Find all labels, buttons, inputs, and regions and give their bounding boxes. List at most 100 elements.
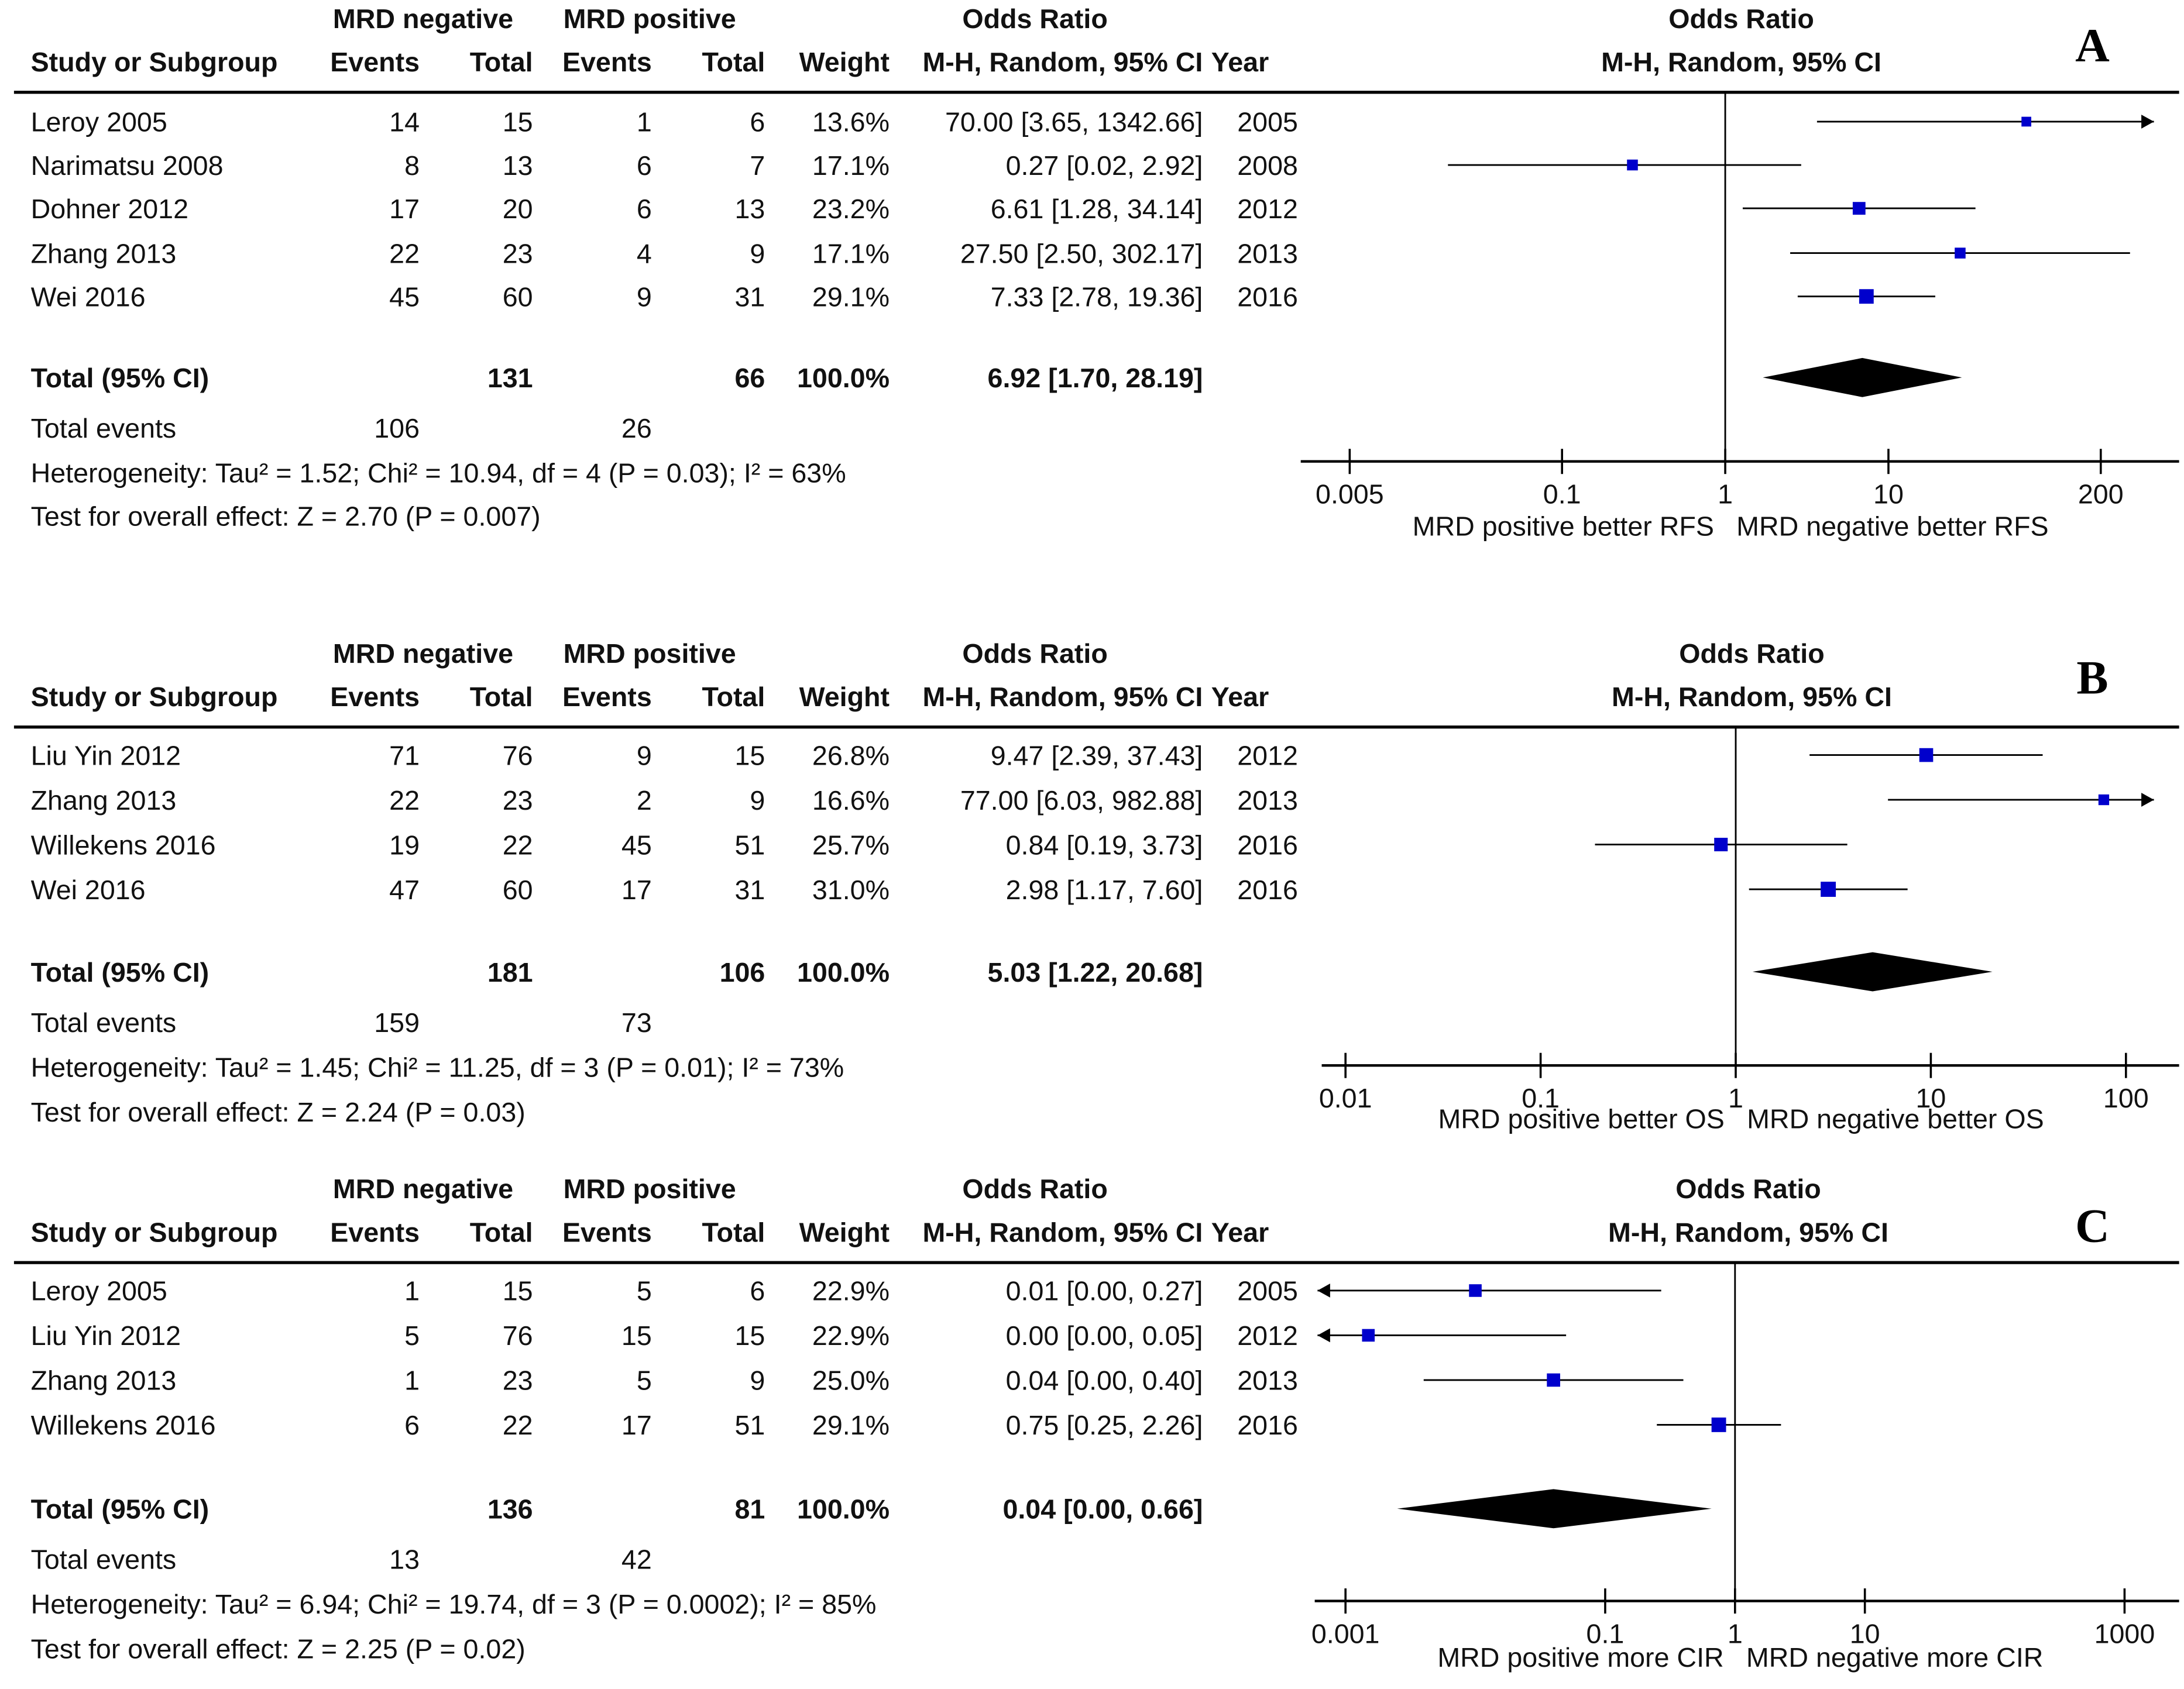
x-axis-tick-label: 1000 <box>2094 1618 2155 1649</box>
pooled-estimate-diamond <box>1397 1489 1712 1529</box>
total-group2: 31 <box>735 281 765 312</box>
x-axis-tick-label: 1 <box>1728 1083 1743 1113</box>
panel-letter: C <box>2075 1199 2110 1252</box>
study-name: Liu Yin 2012 <box>31 1320 181 1351</box>
study-odds-ratio-ci: 0.04 [0.00, 0.40] <box>1006 1365 1203 1396</box>
total-group1: 23 <box>503 785 533 816</box>
total-events-label: Total events <box>31 1007 177 1038</box>
events2-header: Events <box>562 47 652 77</box>
odds-ratio-header: Odds Ratio <box>962 1174 1108 1204</box>
study-point-estimate <box>1919 748 1934 762</box>
study-name: Wei 2016 <box>31 875 146 905</box>
ci-arrow-right <box>2141 114 2154 129</box>
study-year: 2016 <box>1237 875 1298 905</box>
total-group1: 15 <box>503 1276 533 1306</box>
total-odds-ratio-ci: 6.92 [1.70, 28.19] <box>988 363 1203 393</box>
year-header: Year <box>1211 682 1269 712</box>
study-name: Willekens 2016 <box>31 830 216 860</box>
total-group2: 15 <box>735 740 765 770</box>
study-name: Dohner 2012 <box>31 194 188 224</box>
x-axis-tick-label: 1 <box>1728 1618 1743 1649</box>
study-odds-ratio-ci: 0.27 [0.02, 2.92] <box>1006 150 1203 181</box>
events-group1: 45 <box>389 281 420 312</box>
total2-header: Total <box>702 1217 765 1247</box>
study-name: Liu Yin 2012 <box>31 740 181 770</box>
events-group1: 1 <box>404 1365 420 1396</box>
total-group1: 23 <box>503 238 533 269</box>
events-group1: 8 <box>404 150 420 181</box>
x-axis-tick-label: 0.01 <box>1319 1083 1372 1113</box>
events-group1: 17 <box>389 194 420 224</box>
group2-header: MRD positive <box>564 638 736 669</box>
study-point-estimate <box>1711 1417 1726 1432</box>
study-name: Narimatsu 2008 <box>31 150 224 181</box>
pooled-estimate-diamond <box>1752 952 1993 992</box>
study-year: 2016 <box>1237 281 1298 312</box>
heterogeneity-stats: Heterogeneity: Tau² = 1.45; Chi² = 11.25… <box>31 1052 844 1082</box>
total-label: Total (95% CI) <box>31 957 210 988</box>
plot-ci-header: M-H, Random, 95% CI <box>1608 1217 1888 1247</box>
study-odds-ratio-ci: 2.98 [1.17, 7.60] <box>1006 875 1203 905</box>
total-group1: 60 <box>503 281 533 312</box>
ci-header: M-H, Random, 95% CI <box>922 1217 1203 1247</box>
ci-arrow-left <box>1317 1328 1330 1343</box>
group2-header: MRD positive <box>564 1174 736 1204</box>
events1-header: Events <box>330 47 420 77</box>
events1-header: Events <box>330 1217 420 1247</box>
total-events-group1: 13 <box>389 1544 420 1575</box>
total-group1: 76 <box>503 740 533 770</box>
events-group2: 1 <box>637 107 652 137</box>
total-group2: 7 <box>750 150 765 181</box>
study-point-estimate <box>1362 1329 1375 1342</box>
ci-header: M-H, Random, 95% CI <box>922 47 1203 77</box>
study-odds-ratio-ci: 27.50 [2.50, 302.17] <box>960 238 1203 269</box>
events-group1: 1 <box>404 1276 420 1306</box>
x-axis-tick-label: 0.1 <box>1587 1618 1625 1649</box>
study-name: Wei 2016 <box>31 281 146 312</box>
total-label: Total (95% CI) <box>31 363 210 393</box>
total-weight: 100.0% <box>797 1494 890 1525</box>
study-point-estimate <box>2098 794 2110 806</box>
total-group2: 9 <box>750 238 765 269</box>
study-weight: 29.1% <box>812 281 890 312</box>
study-odds-ratio-ci: 0.75 [0.25, 2.26] <box>1006 1410 1203 1440</box>
total-n-group2: 81 <box>735 1494 765 1525</box>
total-events-group2: 42 <box>621 1544 652 1575</box>
weight-header: Weight <box>799 1217 890 1247</box>
x-axis-tick-label: 0.1 <box>1522 1083 1560 1113</box>
total1-header: Total <box>470 1217 533 1247</box>
group1-header: MRD negative <box>333 4 513 34</box>
overall-effect-test: Test for overall effect: Z = 2.25 (P = 0… <box>31 1634 526 1664</box>
total-group2: 51 <box>735 1410 765 1440</box>
favours-right-label: MRD negative better OS <box>1747 1104 2044 1134</box>
study-point-estimate <box>1852 202 1866 215</box>
total-group1: 13 <box>503 150 533 181</box>
ci-arrow-right <box>2141 793 2154 807</box>
total-events-group1: 106 <box>374 413 420 443</box>
favours-left-label: MRD positive better RFS <box>1413 511 1714 541</box>
x-axis-tick-label: 0.005 <box>1316 479 1384 509</box>
total-group2: 6 <box>750 1276 765 1306</box>
total-group1: 20 <box>503 194 533 224</box>
total-n-group1: 136 <box>487 1494 533 1525</box>
total-group1: 23 <box>503 1365 533 1396</box>
study-weight: 25.7% <box>812 830 890 860</box>
events-group2: 5 <box>637 1365 652 1396</box>
x-axis-tick-label: 100 <box>2103 1083 2149 1113</box>
x-axis-tick-label: 10 <box>1873 479 1904 509</box>
study-point-estimate <box>1821 882 1836 897</box>
study-point-estimate <box>1955 247 1966 259</box>
study-year: 2005 <box>1237 107 1298 137</box>
study-weight: 31.0% <box>812 875 890 905</box>
study-odds-ratio-ci: 9.47 [2.39, 37.43] <box>991 740 1203 770</box>
events-group2: 6 <box>637 194 652 224</box>
study-name: Willekens 2016 <box>31 1410 216 1440</box>
overall-effect-test: Test for overall effect: Z = 2.70 (P = 0… <box>31 501 541 532</box>
forest-panel-a: A MRD negative MRD positive Odds Ratio Odds … <box>13 4 2179 541</box>
total-n-group1: 131 <box>487 363 533 393</box>
x-axis-tick-label: 0.1 <box>1543 479 1581 509</box>
group1-header: MRD negative <box>333 638 513 669</box>
total-group2: 51 <box>735 830 765 860</box>
events-group2: 9 <box>637 281 652 312</box>
